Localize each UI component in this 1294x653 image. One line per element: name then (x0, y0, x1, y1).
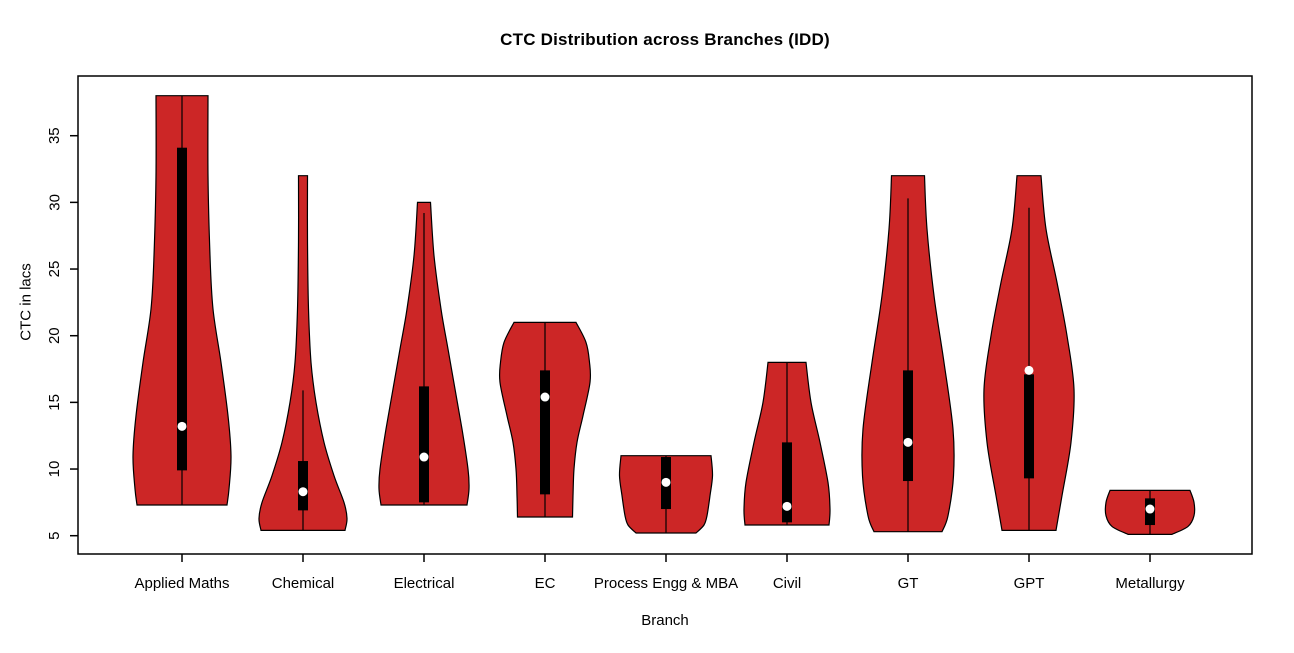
y-tick-label: 5 (46, 532, 63, 540)
median-dot-6 (903, 437, 913, 447)
iqr-box-6 (903, 370, 913, 482)
x-tick-label: Applied Maths (134, 575, 229, 592)
median-dot-8 (1145, 504, 1155, 514)
y-tick-label: 25 (46, 261, 63, 278)
x-tick-label: Civil (773, 575, 801, 592)
violin-shape-1 (258, 175, 348, 531)
x-tick-label: Process Engg & MBA (594, 575, 738, 592)
x-tick-label: Chemical (272, 575, 335, 592)
plot-frame (77, 75, 1253, 555)
median-dot-7 (1024, 365, 1034, 375)
iqr-box-5 (782, 442, 792, 523)
y-tick-label: 20 (46, 327, 63, 344)
iqr-box-1 (298, 461, 308, 511)
iqr-box-3 (540, 370, 550, 495)
median-dot-3 (540, 392, 550, 402)
chart-title: CTC Distribution across Branches (IDD) (500, 30, 830, 49)
x-tick-label: EC (535, 575, 556, 592)
median-dot-4 (661, 477, 671, 487)
x-tick-label: Electrical (394, 575, 455, 592)
y-axis-label: CTC in lacs (17, 263, 35, 341)
median-dot-1 (298, 487, 308, 497)
y-tick-label: 35 (46, 127, 63, 144)
iqr-box-2 (419, 386, 429, 503)
median-dot-0 (177, 421, 187, 431)
y-tick-label: 30 (46, 194, 63, 211)
median-dot-5 (782, 501, 792, 511)
y-tick-label: 10 (46, 461, 63, 478)
median-dot-2 (419, 452, 429, 462)
x-axis-label: Branch (641, 612, 689, 629)
iqr-box-0 (177, 147, 187, 471)
x-tick-label: GPT (1014, 575, 1045, 592)
x-tick-label: GT (898, 575, 919, 592)
x-tick-label: Metallurgy (1115, 575, 1185, 592)
iqr-box-7 (1024, 374, 1034, 479)
y-tick-label: 15 (46, 394, 63, 411)
